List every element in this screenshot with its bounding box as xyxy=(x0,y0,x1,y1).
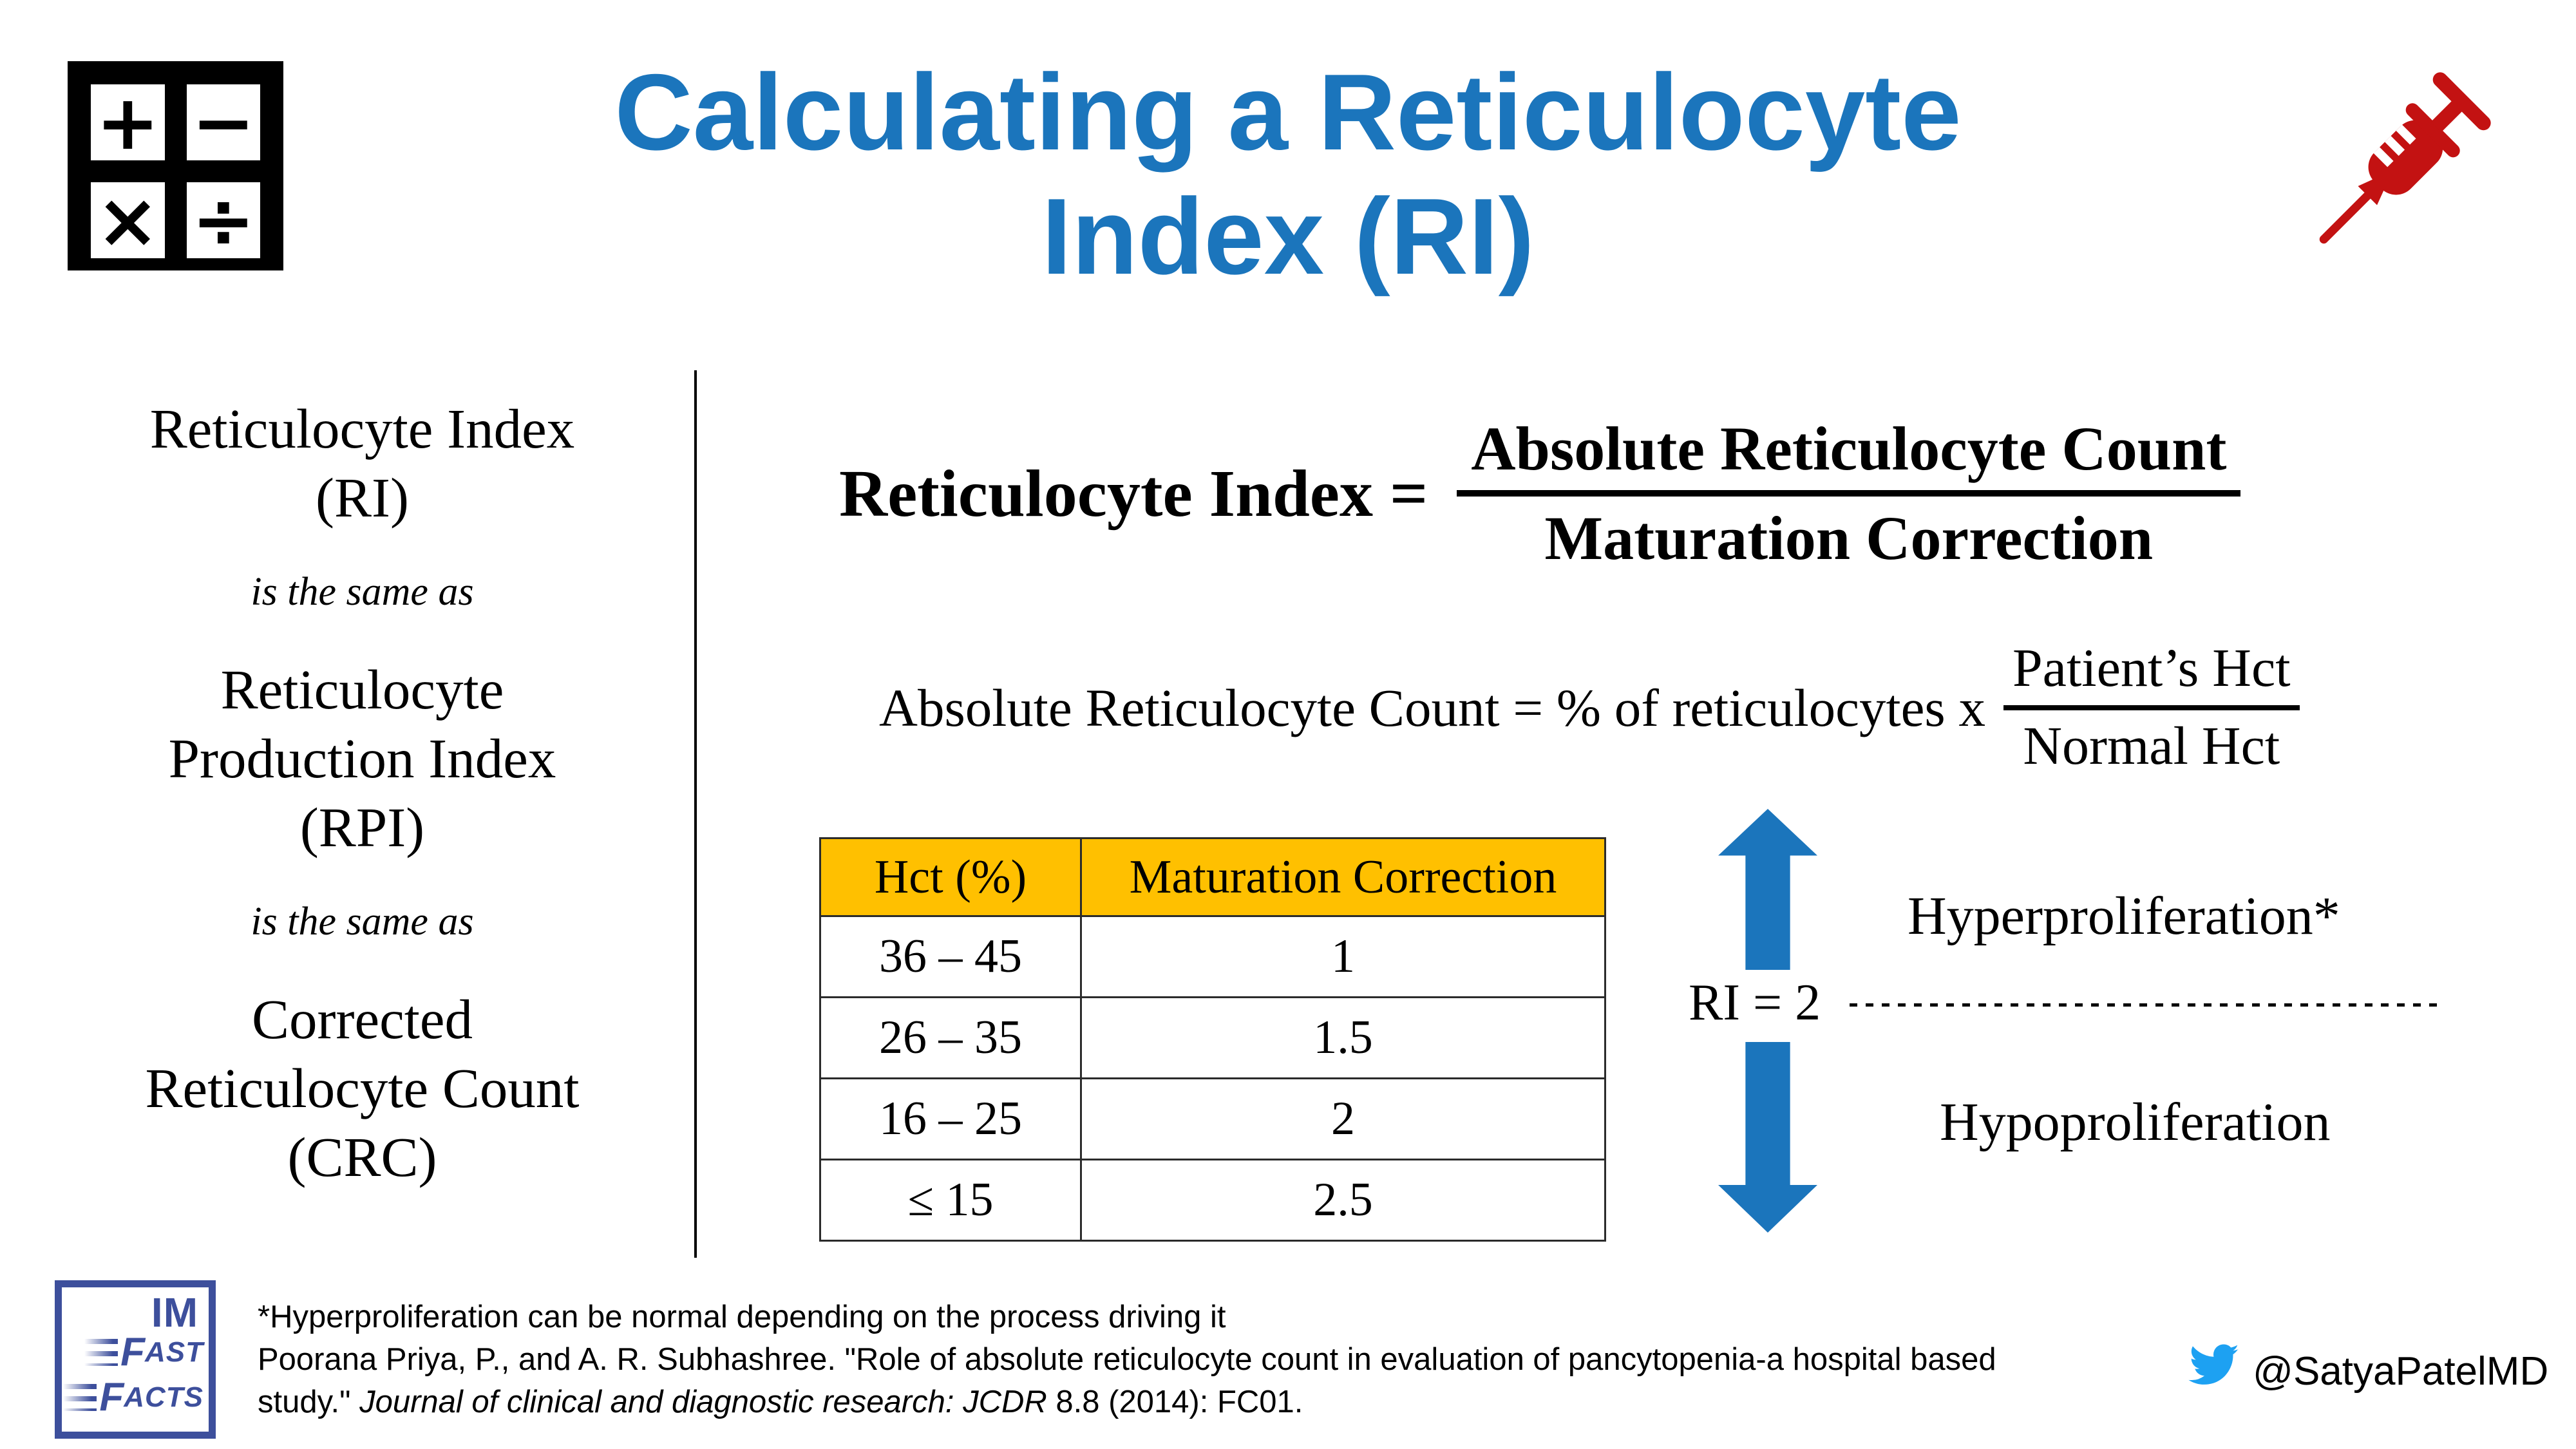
table-row: 36 – 45 1 xyxy=(819,915,1606,998)
ri-formula-fraction: Absolute Reticulocyte Count Maturation C… xyxy=(1457,412,2241,575)
vertical-divider xyxy=(694,370,697,1258)
term-rpi-line2: Production Index xyxy=(168,727,556,790)
fraction-bar xyxy=(2003,705,2300,710)
citation-journal-name: Journal of clinical and diagnostic resea… xyxy=(359,1385,1047,1419)
speed-lines-icon xyxy=(84,1339,118,1366)
table-header-hct: Hct (%) xyxy=(819,837,1082,917)
footnote-asterisk-line: *Hyperproliferation can be normal depend… xyxy=(258,1300,1226,1334)
citation-line1: Poorana Priya, P., and A. R. Subhashree.… xyxy=(258,1342,1996,1377)
hypoproliferation-label: Hypoproliferation xyxy=(1940,1092,2331,1152)
plus-symbol: + xyxy=(91,84,165,160)
maturation-value-cell: 1 xyxy=(1080,915,1606,998)
calculator-icon: + − × ÷ xyxy=(68,61,283,270)
arc-formula-numerator: Patient’s Hct xyxy=(2012,638,2291,698)
logo-fast-initial: F xyxy=(120,1330,145,1374)
ri-threshold-label: RI = 2 xyxy=(1689,974,1821,1031)
page-title-line2: Index (RI) xyxy=(1041,176,1535,298)
hct-range-cell: 26 – 35 xyxy=(819,996,1082,1079)
table-row: 16 – 25 2 xyxy=(819,1077,1606,1160)
maturation-correction-table: Hct (%) Maturation Correction 36 – 45 1 … xyxy=(819,837,1606,1242)
term-crc-line2: Reticulocyte Count xyxy=(145,1057,580,1119)
synonym-term-rpi: Reticulocyte Production Index (RPI) xyxy=(93,655,631,862)
citation-line2-pre: study." xyxy=(258,1385,360,1419)
term-rpi-line1: Reticulocyte xyxy=(220,658,504,721)
ri-threshold-dotted-line xyxy=(1850,1003,2437,1007)
table-row: ≤ 15 2.5 xyxy=(819,1159,1606,1242)
ri-formula-lhs: Reticulocyte Index = xyxy=(839,456,1428,531)
logo-facts-rest: ACTS xyxy=(124,1381,204,1413)
citation-line2-post: 8.8 (2014): FC01. xyxy=(1046,1385,1303,1419)
ri-formula: Reticulocyte Index = Absolute Reticulocy… xyxy=(839,412,2241,575)
footnote: *Hyperproliferation can be normal depend… xyxy=(258,1296,1996,1423)
arc-formula: Absolute Reticulocyte Count = % of retic… xyxy=(879,636,2300,779)
term-ri-line2: (RI) xyxy=(316,466,409,529)
synonym-term-crc: Corrected Reticulocyte Count (CRC) xyxy=(93,985,631,1191)
logo-fast-row: F AST xyxy=(84,1332,204,1372)
logo-fast-rest: AST xyxy=(145,1336,204,1368)
twitter-icon xyxy=(2188,1343,2240,1389)
citation-line2: study." Journal of clinical and diagnost… xyxy=(258,1381,1996,1423)
hct-range-cell: ≤ 15 xyxy=(819,1159,1082,1242)
up-arrow-icon xyxy=(1718,809,1817,970)
term-crc-line3: (CRC) xyxy=(287,1126,437,1188)
ri-formula-numerator: Absolute Reticulocyte Count xyxy=(1471,414,2227,483)
term-ri-line1: Reticulocyte Index xyxy=(149,397,575,460)
logo-facts-row: F ACTS xyxy=(63,1378,204,1417)
maturation-value-cell: 1.5 xyxy=(1080,996,1606,1079)
synonym-term-ri: Reticulocyte Index (RI) xyxy=(93,394,631,532)
fraction-bar xyxy=(1457,490,2241,497)
table-header-row: Hct (%) Maturation Correction xyxy=(819,837,1606,917)
maturation-value-cell: 2.5 xyxy=(1080,1159,1606,1242)
divide-symbol: ÷ xyxy=(186,182,260,258)
syringe-icon xyxy=(2280,32,2524,293)
speed-lines-icon xyxy=(63,1384,97,1411)
maturation-value-cell: 2 xyxy=(1080,1077,1606,1160)
page-title: Calculating a Reticulocyte Index (RI) xyxy=(0,50,2576,299)
twitter-handle: @SatyaPatelMD xyxy=(2253,1349,2549,1394)
hct-range-cell: 16 – 25 xyxy=(819,1077,1082,1160)
term-rpi-line3: (RPI) xyxy=(299,796,425,858)
ri-formula-denominator: Maturation Correction xyxy=(1544,504,2154,573)
same-as-connector-2: is the same as xyxy=(251,900,474,943)
arc-formula-denominator: Normal Hct xyxy=(2023,715,2280,776)
term-crc-line1: Corrected xyxy=(252,988,473,1050)
logo-im-text: IM xyxy=(151,1289,198,1336)
hct-range-cell: 36 – 45 xyxy=(819,915,1082,998)
logo-facts-initial: F xyxy=(99,1375,124,1419)
same-as-connector-1: is the same as xyxy=(251,570,474,614)
minus-symbol: − xyxy=(186,84,260,160)
arc-formula-lhs: Absolute Reticulocyte Count = % of retic… xyxy=(879,677,1985,737)
table-row: 26 – 35 1.5 xyxy=(819,996,1606,1079)
down-arrow-icon xyxy=(1718,1042,1817,1233)
synonym-column: Reticulocyte Index (RI) is the same as R… xyxy=(93,394,631,1191)
im-fast-facts-logo: IM F AST F ACTS xyxy=(55,1280,216,1439)
arc-formula-fraction: Patient’s Hct Normal Hct xyxy=(2003,636,2300,779)
page-title-line1: Calculating a Reticulocyte xyxy=(614,52,1962,173)
hyperproliferation-label: Hyperproliferation* xyxy=(1908,886,2340,946)
multiply-symbol: × xyxy=(91,182,165,258)
table-header-maturation: Maturation Correction xyxy=(1080,837,1606,917)
